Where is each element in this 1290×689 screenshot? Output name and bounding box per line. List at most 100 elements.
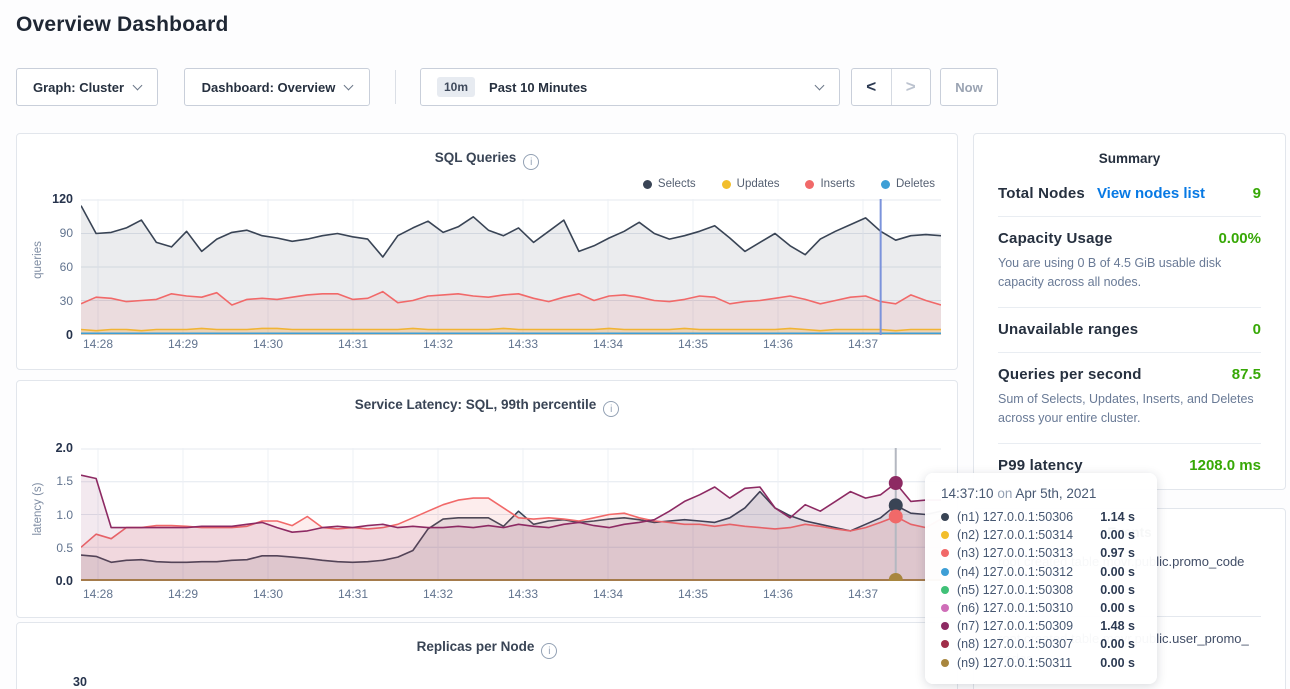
tooltip-timestamp: 14:37:10 on Apr 5th, 2021 [941, 486, 1097, 501]
x-tick: 14:29 [167, 337, 199, 351]
time-range-badge: 10m [437, 77, 476, 97]
prev-time-button[interactable]: < [852, 69, 892, 105]
tooltip-row: (n9) 127.0.0.1:50311 0.00 s [941, 654, 1141, 672]
replicas-per-node-title: Replicas per Node i [17, 639, 957, 659]
qps-desc: Sum of Selects, Updates, Inserts, and De… [998, 391, 1254, 426]
legend-item-deletes[interactable]: Deletes [881, 178, 935, 190]
summary-row-total-nodes: Total Nodes View nodes list 9 [998, 172, 1261, 217]
node-dot-icon [941, 549, 949, 558]
x-tick: 14:28 [82, 337, 114, 351]
capacity-usage-desc: You are using 0 B of 4.5 GiB usable disk… [998, 256, 1222, 290]
tooltip-row: (n7) 127.0.0.1:50309 1.48 s [941, 617, 1141, 635]
now-button[interactable]: Now [940, 68, 998, 106]
x-tick: 14:28 [82, 587, 114, 601]
dashboard-dropdown-label: Dashboard: Overview [201, 79, 336, 95]
y-tick: 1.5 [56, 474, 73, 488]
qps-value: 87.5 [1231, 365, 1261, 383]
summary-row-p99: P99 latency 1208.0 ms [998, 444, 1261, 488]
x-tick: 14:36 [762, 337, 794, 351]
view-nodes-list-link[interactable]: View nodes list [1096, 185, 1206, 202]
summary-row-capacity: Capacity Usage 0.00% You are using 0 B o… [998, 217, 1261, 308]
legend-item-inserts[interactable]: Inserts [805, 178, 855, 190]
service-latency-chart[interactable] [81, 448, 941, 581]
graph-dropdown[interactable]: Graph: Cluster [16, 68, 158, 106]
time-step-buttons: < > [851, 68, 931, 106]
node-dot-icon [941, 604, 949, 613]
y-tick: 0.0 [55, 574, 73, 588]
summary-title: Summary [1098, 151, 1161, 166]
x-tick: 14:36 [762, 587, 794, 601]
updates-dot-icon [721, 179, 731, 189]
sql-queries-panel: SQL Queries i Selects Updates Inserts Del… [16, 133, 958, 370]
x-tick: 14:31 [337, 337, 369, 351]
info-icon[interactable]: i [541, 643, 558, 659]
y-tick: 0.5 [56, 541, 73, 555]
x-tick: 14:37 [847, 337, 879, 351]
tooltip-row: (n6) 127.0.0.1:50310 0.00 s [941, 599, 1141, 617]
info-icon[interactable]: i [523, 154, 540, 170]
node-dot-icon [941, 622, 949, 631]
tooltip-row: (n1) 127.0.0.1:50306 1.14 s [941, 508, 1141, 526]
sql-legend: Selects Updates Inserts Deletes [642, 178, 935, 190]
summary-row-unavailable: Unavailable ranges 0 [998, 308, 1261, 353]
x-tick: 14:29 [167, 587, 199, 601]
selects-dot-icon [642, 179, 652, 189]
node-dot-icon [941, 513, 949, 522]
y-tick: 30 [59, 294, 73, 308]
graph-dropdown-label: Graph: Cluster [32, 79, 124, 95]
tooltip-row: (n2) 127.0.0.1:50314 0.00 s [941, 526, 1141, 544]
x-tick: 14:32 [422, 587, 454, 601]
y-tick: 90 [59, 226, 73, 240]
page-title: Overview Dashboard [16, 13, 229, 36]
info-icon[interactable]: i [603, 401, 620, 417]
tooltip-row: (n8) 127.0.0.1:50307 0.00 s [941, 635, 1141, 653]
chevron-down-icon [814, 80, 825, 91]
replicas-per-node-panel: Replicas per Node i 30 [16, 622, 958, 689]
node-dot-icon [941, 585, 949, 594]
summary-panel: Summary Total Nodes View nodes list 9 Ca… [973, 133, 1286, 490]
node-dot-icon [941, 567, 949, 576]
y-tick: 0 [66, 328, 73, 342]
x-tick: 14:37 [847, 587, 879, 601]
service-latency-title: Service Latency: SQL, 99th percentile i [17, 397, 957, 417]
next-time-button[interactable]: > [905, 77, 916, 96]
tooltip-row: (n3) 127.0.0.1:50313 0.97 s [941, 544, 1141, 562]
x-tick: 14:32 [422, 337, 454, 351]
legend-item-updates[interactable]: Updates [721, 178, 779, 190]
x-tick: 14:33 [507, 337, 539, 351]
sql-queries-chart[interactable] [81, 199, 941, 335]
time-range-picker[interactable]: 10m Past 10 Minutes [420, 68, 840, 106]
x-tick: 14:35 [677, 337, 709, 351]
y-tick: 60 [59, 260, 73, 274]
y-tick: 2.0 [55, 441, 73, 455]
node-dot-icon [941, 658, 949, 667]
node-dot-icon [941, 640, 949, 649]
chevron-down-icon [343, 80, 354, 91]
x-tick: 14:30 [252, 587, 284, 601]
y-tick: 30 [73, 675, 87, 689]
dashboard-dropdown[interactable]: Dashboard: Overview [184, 68, 370, 106]
x-tick: 14:33 [507, 587, 539, 601]
unavailable-ranges-value: 0 [1252, 320, 1261, 338]
total-nodes-label: Total Nodes [998, 185, 1085, 202]
deletes-dot-icon [881, 179, 890, 189]
y-tick: 120 [52, 192, 73, 206]
capacity-usage-label: Capacity Usage [998, 230, 1113, 247]
sql-queries-title: SQL Queries i [17, 150, 957, 170]
inserts-dot-icon [805, 179, 815, 189]
p99-latency-label: P99 latency [998, 456, 1083, 474]
chart-hover-tooltip: 14:37:10 on Apr 5th, 2021 (n1) 127.0.0.1… [925, 473, 1157, 684]
tooltip-row: (n4) 127.0.0.1:50312 0.00 s [941, 563, 1141, 581]
p99-latency-value: 1208.0 ms [1189, 456, 1261, 474]
qps-label: Queries per second [998, 365, 1142, 383]
chevron-down-icon [132, 80, 143, 91]
x-tick: 14:30 [252, 337, 284, 351]
legend-item-selects[interactable]: Selects [642, 178, 696, 190]
summary-row-qps: Queries per second 87.5 Sum of Selects, … [998, 353, 1261, 444]
service-latency-panel: Service Latency: SQL, 99th percentile i l… [16, 380, 958, 618]
time-range-label: Past 10 Minutes [489, 79, 588, 95]
x-tick: 14:35 [677, 587, 709, 601]
tooltip-row: (n5) 127.0.0.1:50308 0.00 s [941, 581, 1141, 599]
unavailable-ranges-label: Unavailable ranges [998, 320, 1139, 338]
